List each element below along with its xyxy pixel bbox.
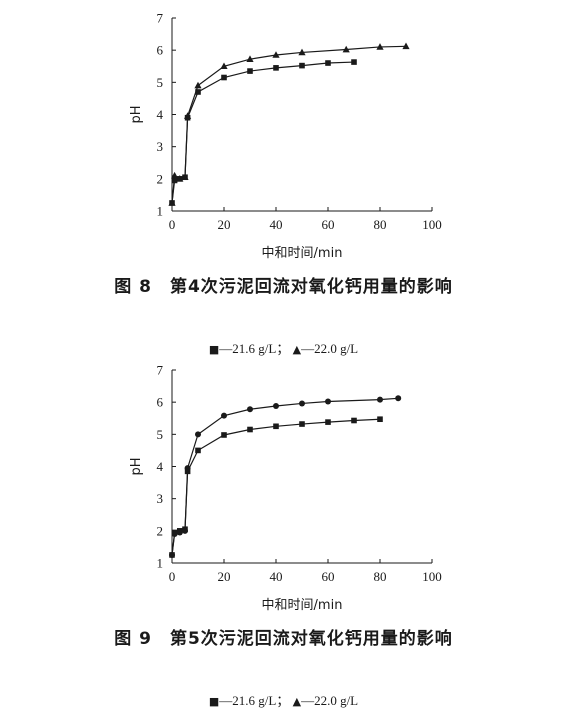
y-tick-label: 7 (157, 11, 164, 26)
data-point (402, 42, 410, 50)
data-point (395, 395, 402, 402)
x-tick-label: 100 (422, 217, 442, 232)
legend-item-label: —21.6 g/L； (219, 341, 290, 356)
data-point (299, 62, 305, 69)
y-tick-label: 3 (157, 491, 164, 506)
data-point (247, 426, 253, 433)
data-point (184, 465, 191, 472)
y-tick-label: 1 (157, 556, 164, 571)
x-tick-label: 80 (374, 569, 387, 584)
y-axis-title: pH (129, 105, 144, 123)
data-point (351, 417, 357, 424)
data-point (169, 551, 175, 558)
legend-item-label: —22.0 g/L (301, 341, 359, 356)
legend-item-label: —21.6 g/L； (219, 693, 290, 708)
data-point (182, 527, 188, 534)
data-point (325, 419, 331, 425)
figure-caption: 图 9 第5次污泥回流对氧化钙用量的影响 (114, 629, 453, 649)
data-point (273, 65, 279, 71)
data-point (273, 403, 279, 410)
square-marker-icon: ■ (208, 343, 220, 356)
chart-figure-9: 1 2 3 4 5 6 7 0 20 40 60 80 100 中和时间/min pH (129, 363, 442, 614)
series-line (171, 418, 381, 556)
y-tick-label: 4 (157, 107, 164, 122)
series-line (171, 45, 407, 204)
legend-item-label: —22.0 g/L (301, 693, 359, 708)
data-point (195, 89, 201, 95)
y-tick-label: 2 (157, 523, 164, 538)
x-axis-title: 中和时间/min (262, 598, 343, 613)
data-point (220, 62, 228, 70)
data-point (325, 60, 331, 66)
y-tick-label: 2 (157, 171, 164, 186)
data-point (247, 406, 253, 413)
y-tick-label: 3 (157, 139, 164, 154)
data-point (195, 431, 201, 438)
data-point (221, 432, 227, 438)
data-point (194, 81, 202, 89)
data-point (377, 396, 383, 403)
chart-figure-8: 1 2 3 4 5 6 7 0 20 40 60 80 100 中和时间/min pH (129, 11, 442, 262)
x-tick-label: 0 (169, 217, 176, 232)
data-point (168, 199, 176, 206)
x-tick-label: 20 (218, 569, 231, 584)
x-tick-label: 60 (322, 217, 335, 232)
x-tick-label: 60 (322, 569, 335, 584)
y-tick-label: 6 (157, 43, 164, 58)
y-tick-label: 6 (157, 395, 164, 410)
data-point (376, 43, 384, 50)
y-tick-label: 5 (157, 75, 164, 90)
x-tick-label: 100 (422, 569, 442, 584)
y-axis-title: pH (129, 457, 144, 475)
figure-caption: 图 8 第4次污泥回流对氧化钙用量的影响 (114, 277, 453, 297)
data-point (272, 51, 280, 58)
data-point (342, 45, 350, 53)
data-point (221, 412, 227, 419)
data-point (176, 529, 183, 536)
y-tick-label: 4 (157, 459, 164, 474)
data-point (273, 423, 279, 430)
x-tick-label: 0 (169, 569, 176, 584)
x-tick-label: 80 (374, 217, 387, 232)
figure-8: 1 2 3 4 5 6 7 0 20 40 60 80 100 中和时间/min pH 图 8 第4次污泥回… (0, 0, 567, 357)
data-point (171, 171, 179, 179)
data-point (298, 48, 306, 56)
data-point (377, 416, 383, 423)
data-point (299, 421, 305, 427)
y-tick-label: 5 (157, 427, 164, 442)
series-line (171, 61, 355, 204)
figure-9: 1 2 3 4 5 6 7 0 20 40 60 80 100 中和时间/min pH 图 9 第5次污泥回… (0, 352, 567, 709)
x-axis-title: 中和时间/min (262, 246, 343, 261)
data-point (221, 74, 227, 81)
data-point (181, 173, 189, 181)
data-point (325, 398, 331, 405)
data-point (299, 400, 305, 407)
triangle-marker-icon: ▲ (292, 695, 302, 708)
x-tick-label: 40 (270, 217, 283, 232)
triangle-marker-icon: ▲ (292, 343, 302, 356)
chart-legend: ■—21.6 g/L； ▲—22.0 g/L (0, 338, 567, 357)
y-tick-label: 1 (157, 204, 164, 219)
chart-legend: ■—21.6 g/L； ▲—22.0 g/L (0, 690, 567, 709)
square-marker-icon: ■ (208, 695, 220, 708)
data-point (351, 59, 357, 65)
data-point (171, 531, 178, 538)
y-tick-label: 7 (157, 363, 164, 378)
data-point (246, 55, 254, 62)
data-point (247, 68, 253, 74)
x-tick-label: 20 (218, 217, 231, 232)
x-tick-label: 40 (270, 569, 283, 584)
data-point (195, 447, 201, 454)
data-point (184, 112, 192, 119)
series-line (171, 397, 399, 556)
